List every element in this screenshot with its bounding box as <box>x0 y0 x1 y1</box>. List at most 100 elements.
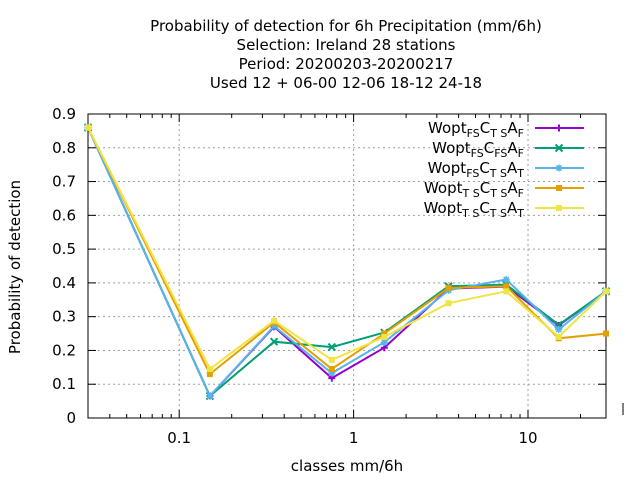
legend-text: A <box>507 139 518 157</box>
axes: 0 0.1 0.2 0.3 0.4 0.5 0.6 0.7 0.8 0.9 0.1 1 10 <box>52 105 624 447</box>
plot-frame <box>87 113 607 419</box>
legend-subscript: FS <box>494 147 507 160</box>
y-tick-label: 0 <box>66 409 76 427</box>
y-tick-label: 0.6 <box>52 206 76 224</box>
y-tick-label: 0.7 <box>52 173 76 191</box>
data-point <box>270 322 278 330</box>
data-point <box>603 330 609 337</box>
legend-subscript: T <box>516 167 524 180</box>
data-point <box>380 338 388 346</box>
point-marker <box>603 288 609 295</box>
legend-subscript: FS <box>471 147 484 160</box>
legend-text: A <box>507 119 518 137</box>
y-axis-label: Probability of detection <box>6 180 24 354</box>
legend-subscript: T S <box>489 127 507 140</box>
legend-subscript: T S <box>489 207 507 220</box>
point-marker <box>271 317 278 324</box>
y-tick-label: 0.3 <box>52 308 76 326</box>
series-4 <box>85 124 609 373</box>
data-point <box>269 337 279 346</box>
legend-text: Wopt <box>432 139 471 157</box>
data-point <box>603 288 609 295</box>
legend-text: A <box>507 179 518 197</box>
legend-subscript: T S <box>462 187 480 200</box>
point-marker <box>206 371 213 378</box>
point-marker <box>555 124 563 132</box>
chart-title: Probability of detection for 6h Precipit… <box>150 17 542 92</box>
point-marker <box>380 338 388 346</box>
legend-text: C <box>479 199 489 217</box>
point-marker <box>445 284 452 291</box>
data-point <box>445 300 452 307</box>
x-tick-label: 10 <box>518 429 537 447</box>
legend-text: C <box>480 179 490 197</box>
grid <box>88 114 606 418</box>
point-marker <box>269 337 279 346</box>
legend-text: C <box>484 139 494 157</box>
point-marker <box>502 276 510 284</box>
legend-label: WoptT SCT SAT <box>424 199 525 220</box>
data-point <box>381 333 388 340</box>
y-tick-label: 0.5 <box>52 240 76 258</box>
legend-text: Wopt <box>428 159 467 177</box>
point-marker <box>270 322 278 330</box>
legend-text: A <box>507 159 518 177</box>
legend-label: WoptFSCT SAF <box>428 119 524 140</box>
y-tick-label: 0.4 <box>52 274 76 292</box>
data-point <box>327 342 337 352</box>
y-tick-label: 0.1 <box>52 375 76 393</box>
legend-text: A <box>507 199 518 217</box>
data-point <box>206 366 213 373</box>
point-marker <box>206 366 213 373</box>
y-tick-label: 0.8 <box>52 139 76 157</box>
legend-subscript: FS <box>466 167 479 180</box>
point-marker <box>328 366 335 373</box>
point-marker <box>555 164 563 172</box>
chart-title-line-3: Used 12 + 06-00 12-06 18-12 24-18 <box>210 74 482 92</box>
legend-subscript: F <box>518 147 524 160</box>
legend-subscript: F <box>518 127 524 140</box>
point-marker <box>381 333 388 340</box>
data-point <box>206 392 214 400</box>
x-tick-label: 1 <box>349 429 359 447</box>
legend-text: Wopt <box>428 119 467 137</box>
series-3 <box>85 124 609 378</box>
y-tick-label: 0.2 <box>52 341 76 359</box>
data-point <box>555 326 563 334</box>
legend-text: C <box>480 119 490 137</box>
point-marker <box>603 330 609 337</box>
point-marker <box>554 143 564 153</box>
legend-subscript: T S <box>489 187 507 200</box>
data-point <box>381 330 388 337</box>
data-point <box>328 369 336 377</box>
legend-subscript: T <box>516 207 524 220</box>
legend-text: Wopt <box>424 199 463 217</box>
series-lines <box>83 123 611 401</box>
point-marker <box>503 283 510 290</box>
data-point <box>555 124 563 132</box>
data-point <box>555 164 563 172</box>
data-point <box>556 185 562 191</box>
data-point <box>502 276 510 284</box>
data-point <box>271 317 278 324</box>
data-point <box>445 284 452 291</box>
data-point <box>503 288 510 295</box>
legend-text: Wopt <box>424 179 463 197</box>
data-point <box>85 124 91 131</box>
data-point <box>554 143 564 153</box>
point-marker <box>85 124 91 131</box>
point-marker <box>206 392 214 400</box>
point-marker <box>555 326 563 334</box>
point-marker <box>381 330 388 337</box>
data-point <box>328 366 335 373</box>
legend-label: WoptT SCT SAF <box>424 179 524 200</box>
point-marker <box>328 356 335 363</box>
data-point <box>206 371 213 378</box>
legend-subscript: FS <box>467 127 480 140</box>
point-marker <box>556 185 562 191</box>
data-point <box>556 205 562 211</box>
legend-text: C <box>479 159 489 177</box>
